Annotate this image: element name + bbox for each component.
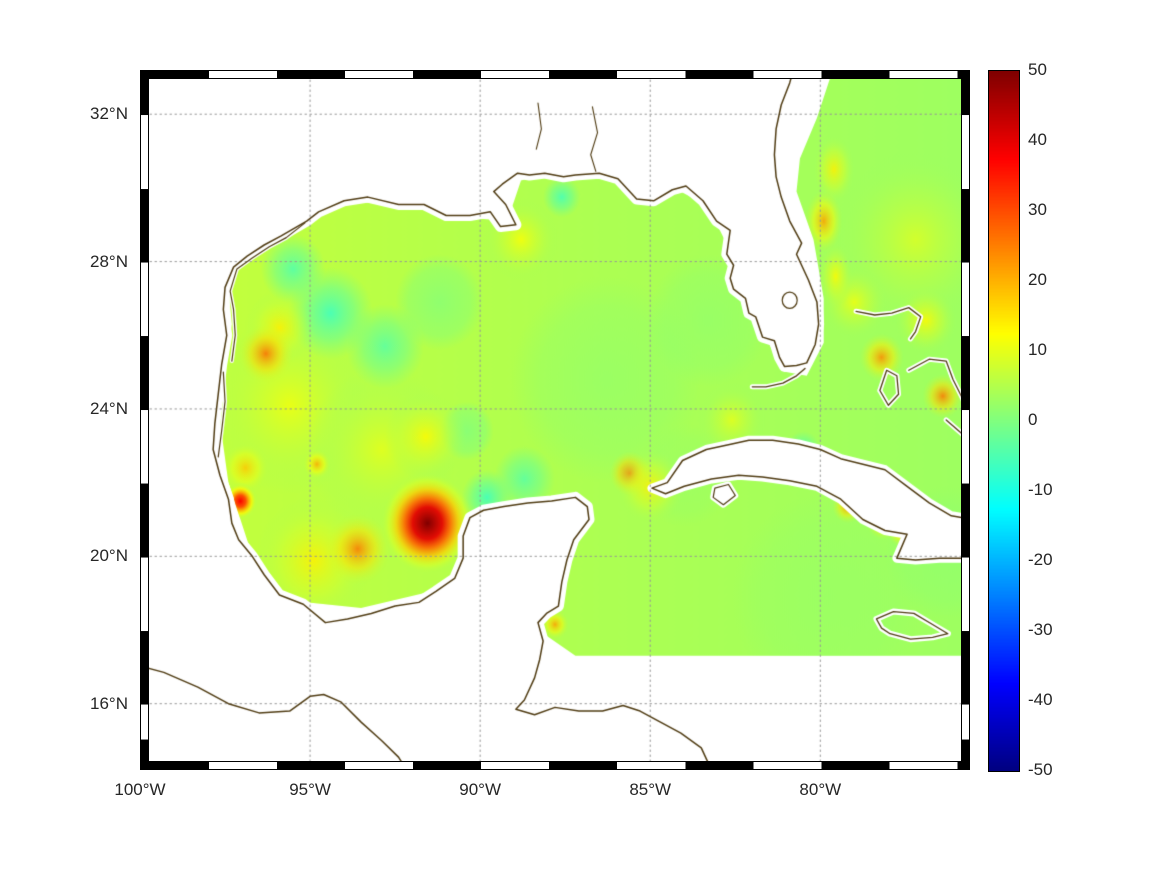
x-tick-label: 90°W [459, 780, 502, 799]
x-tick-label: 95°W [289, 780, 331, 799]
map-heatmap-canvas [140, 70, 970, 770]
colorbar-tick-label: 20 [1028, 270, 1047, 289]
map-frame-right [961, 70, 970, 770]
y-tick-label: 16°N [90, 693, 128, 713]
x-tick-label: 85°W [629, 780, 672, 799]
map-frame-bottom [140, 761, 970, 770]
y-tick-label: 32°N [90, 104, 128, 124]
map-frame-left [140, 70, 149, 770]
y-tick-label: 20°N [90, 546, 128, 566]
map-frame-top [140, 70, 970, 79]
colorbar-tick-label: 10 [1028, 340, 1047, 359]
y-tick-label: 28°N [90, 251, 128, 271]
colorbar [988, 70, 1020, 772]
colorbar-tick-label: 40 [1028, 130, 1047, 149]
colorbar-gradient [989, 71, 1019, 771]
colorbar-tick-label: -20 [1028, 550, 1053, 569]
colorbar-tick-label: -50 [1028, 760, 1053, 779]
colorbar-tick-label: 0 [1028, 410, 1038, 429]
colorbar-tick-label: -40 [1028, 690, 1053, 709]
x-tick-label: 80°W [799, 780, 842, 799]
colorbar-tick-label: -30 [1028, 620, 1053, 639]
colorbar-tick-label: 30 [1028, 200, 1047, 219]
colorbar-tick-label: -10 [1028, 480, 1053, 499]
colorbar-tick-label: 50 [1028, 60, 1047, 79]
x-tick-label: 100°W [114, 780, 166, 799]
y-tick-label: 24°N [90, 398, 128, 418]
